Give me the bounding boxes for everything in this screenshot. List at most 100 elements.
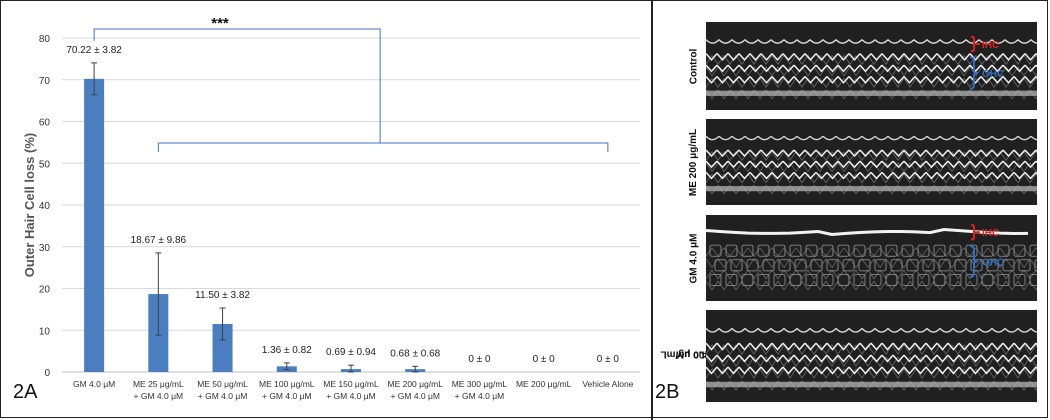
cell-outline (949, 244, 962, 257)
cell-outline (981, 273, 994, 286)
cell-outline (778, 259, 791, 272)
ohc-row (706, 342, 1037, 351)
panel-divider (651, 0, 653, 420)
ohc-row (706, 64, 1037, 73)
cell-outline (741, 244, 754, 257)
cell-outline (821, 244, 834, 257)
x-tick-label: ME 300 μg/mL (452, 379, 508, 389)
micrograph-cells: IHC OHC (706, 22, 1037, 110)
cell-outline (853, 244, 866, 257)
cell-outline (810, 259, 823, 272)
x-tick-label: ME 200 μg/mL (516, 379, 572, 389)
cell-mesh (706, 344, 1037, 391)
data-label: 0 ± 0 (597, 354, 620, 365)
cell-outline (869, 244, 882, 257)
ihc-row (706, 135, 1037, 141)
cell-outline (901, 244, 914, 257)
cell-outline (789, 273, 802, 286)
cell-outline (1029, 244, 1037, 257)
cell-outline (997, 273, 1010, 286)
cell-outline (917, 273, 930, 286)
x-tick-label: + GM 4.0 μM (390, 391, 440, 401)
cell-outline (837, 273, 850, 286)
data-label: 70.22 ± 3.82 (66, 45, 122, 56)
cell-outline (821, 273, 834, 286)
x-tick-label: ME 50 μg/mL (197, 379, 248, 389)
ohc-row (706, 171, 1037, 180)
ihc-annotation: IHC (982, 40, 999, 51)
cell-outline (709, 273, 722, 286)
micrograph-label-text: Control (688, 48, 700, 84)
ohc-row (706, 149, 1037, 158)
cell-outline (725, 244, 738, 257)
micrograph-label-gm: GM 4.0 μM (684, 215, 704, 301)
cell-outline (869, 273, 882, 286)
y-tick-label: 70 (39, 76, 51, 87)
significance-bracket (93, 28, 381, 143)
y-tick-label: 80 (39, 34, 51, 45)
cell-outline (885, 244, 898, 257)
y-axis-label: Outer Hair Cell loss (%) (22, 133, 37, 277)
ihc-bracket (971, 224, 980, 241)
cell-outline (917, 244, 930, 257)
y-tick-label: 30 (39, 243, 51, 254)
micrograph-label-text: GM 4.0 μM (688, 232, 700, 284)
cell-outline (805, 273, 818, 286)
ohc-bracket (969, 244, 979, 278)
data-label: 0.68 ± 0.68 (390, 348, 440, 359)
cell-outline (874, 259, 887, 272)
cell-outline (789, 244, 802, 257)
significance-stars: *** (211, 15, 229, 32)
ohc-row (706, 160, 1037, 169)
ohc-annotation: OHC (982, 257, 1004, 268)
data-label: 0 ± 0 (468, 354, 491, 365)
cell-outline (730, 259, 743, 272)
cell-outline (1034, 259, 1037, 272)
cell-outline (826, 259, 839, 272)
cell-outline (757, 273, 770, 286)
y-tick-label: 0 (44, 368, 50, 379)
ohc-row (706, 76, 1037, 84)
cell-outline (997, 244, 1010, 257)
cell-outline (773, 244, 786, 257)
x-tick-label: + GM 4.0 μM (134, 391, 184, 401)
cell-outline (1013, 244, 1026, 257)
panel-label-a: 2A (13, 381, 38, 403)
cell-outline (922, 259, 935, 272)
ihc-annotation: IHC (982, 228, 999, 239)
panel-label-b: 2B (655, 381, 680, 403)
cell-outline (933, 273, 946, 286)
micrograph-me200-gm (706, 310, 1037, 402)
group-bracket (157, 142, 609, 152)
y-tick-label: 10 (39, 326, 51, 337)
y-tick-label: 20 (39, 285, 51, 296)
cell-outline (773, 273, 786, 286)
cell-outline (746, 259, 759, 272)
cell-outline (965, 273, 978, 286)
x-tick-label: ME 100 μg/mL (259, 379, 315, 389)
x-tick-label: + GM 4.0 μM (198, 391, 248, 401)
y-tick-label: 40 (39, 201, 51, 212)
cell-mesh (706, 151, 1037, 195)
x-tick-label: + GM 4.0 μM (455, 391, 505, 401)
x-tick-label: + GM 4.0 μM (262, 391, 312, 401)
x-tick-label: + GM 4.0 μM (326, 391, 376, 401)
cell-outline (1002, 259, 1015, 272)
cell-outline (1013, 273, 1026, 286)
cell-outline (1018, 259, 1031, 272)
cell-outline (885, 273, 898, 286)
bar (212, 323, 233, 372)
pillar-band (706, 381, 1037, 388)
data-label: 0.69 ± 0.94 (326, 347, 376, 358)
x-tick-label: Vehicle Alone (582, 379, 633, 389)
cell-outline (970, 259, 983, 272)
ohc-row (706, 366, 1037, 375)
micrograph-cells: IHC OHC (706, 215, 1037, 301)
ihc-row (706, 39, 1037, 44)
micrograph-me200 (706, 119, 1037, 205)
cell-outline (901, 273, 914, 286)
cell-outline (725, 273, 738, 286)
pillar-band (706, 90, 1037, 96)
micrograph-cells (706, 119, 1037, 205)
